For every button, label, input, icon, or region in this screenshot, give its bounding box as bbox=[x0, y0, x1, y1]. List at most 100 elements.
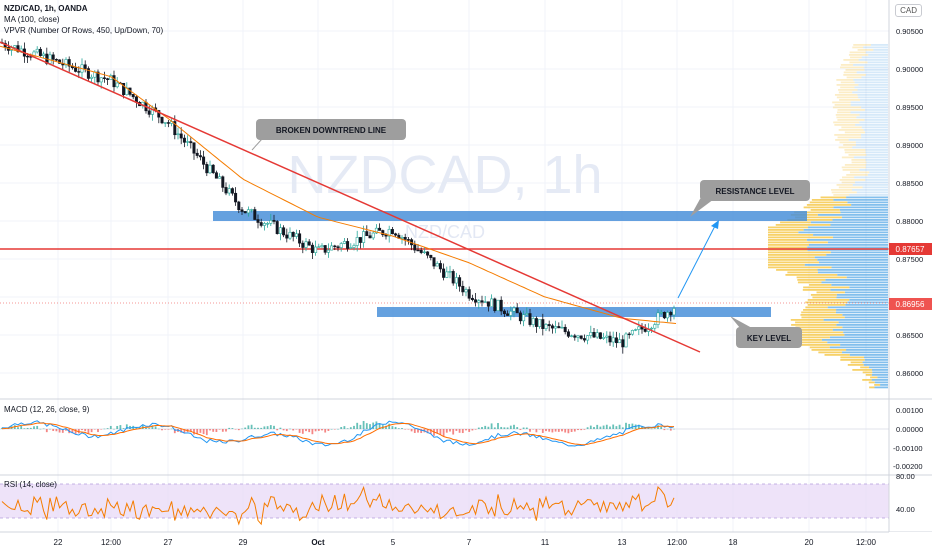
candle-body bbox=[381, 230, 385, 236]
candle-body bbox=[243, 211, 247, 214]
vp-bar-down bbox=[768, 239, 807, 241]
macd-hist-bar bbox=[333, 429, 336, 430]
rsi-axis[interactable]: 80.00 40.00 bbox=[896, 472, 915, 514]
macd-hist-bar bbox=[573, 429, 576, 432]
macd-hist-bar bbox=[157, 428, 160, 430]
macd-legend[interactable]: MACD (12, 26, close, 9) bbox=[4, 405, 90, 414]
macd-hist-bar bbox=[490, 423, 493, 429]
candle-body bbox=[445, 271, 449, 278]
candle-body bbox=[195, 152, 199, 156]
macd-hist-bar bbox=[161, 429, 163, 431]
macd-hist-bar bbox=[93, 429, 96, 430]
vp-bar-down bbox=[835, 114, 860, 116]
callout-key-level[interactable]: KEY LEVEL bbox=[730, 316, 802, 348]
candle-body bbox=[669, 312, 673, 316]
candle-body bbox=[547, 324, 551, 327]
macd-hist-bar bbox=[532, 429, 535, 430]
vp-bar-up bbox=[859, 121, 888, 124]
vp-bar-up bbox=[836, 324, 888, 326]
macd-hist-bar bbox=[378, 423, 381, 429]
candle-body bbox=[339, 243, 343, 248]
vp-bar-down bbox=[874, 384, 881, 386]
candle-body bbox=[666, 312, 670, 319]
macd-hist-bar bbox=[241, 428, 243, 430]
vp-bar-down bbox=[812, 296, 837, 299]
candle-body bbox=[621, 339, 625, 348]
macd-hist-bar bbox=[554, 429, 557, 432]
vpvr-legend[interactable]: VPVR (Number Of Rows, 450, Up/Down, 70) bbox=[4, 26, 164, 35]
candle-body bbox=[218, 176, 222, 179]
callout-broken-downtrend[interactable]: BROKEN DOWNTREND LINE bbox=[251, 119, 406, 151]
macd-hist-bar bbox=[148, 428, 151, 429]
macd-hist-bar bbox=[17, 427, 19, 429]
vp-bar-down bbox=[794, 211, 841, 214]
candle-body bbox=[406, 239, 410, 241]
vp-bar-up bbox=[852, 91, 888, 94]
vp-bar-down bbox=[810, 294, 837, 296]
vp-bar-down bbox=[797, 281, 822, 284]
vp-bar-up bbox=[861, 76, 888, 79]
vp-bar-down bbox=[794, 334, 845, 336]
candle-body bbox=[566, 331, 570, 337]
vp-bar-up bbox=[849, 194, 888, 196]
macd-axis[interactable]: 0.00100 0.00000 -0.00100 -0.00200 bbox=[893, 406, 923, 471]
candle-body bbox=[202, 156, 206, 165]
callout-resistance[interactable]: RESISTANCE LEVEL bbox=[690, 180, 810, 217]
vp-bar-up bbox=[856, 191, 888, 194]
vp-bar-up bbox=[808, 226, 888, 229]
candle-body bbox=[662, 312, 666, 319]
price-axis[interactable]: 0.90500 0.90000 0.89500 0.89000 0.88500 0.880… bbox=[896, 27, 923, 378]
candle-body bbox=[509, 310, 513, 316]
resistance-zone[interactable] bbox=[213, 211, 807, 221]
vp-bar-up bbox=[863, 46, 888, 49]
vp-bar-down bbox=[832, 101, 851, 104]
macd-hist-bar bbox=[455, 429, 458, 431]
vp-bar-down bbox=[768, 236, 833, 239]
candle-body bbox=[611, 337, 615, 343]
macd-hist-bar bbox=[183, 429, 186, 434]
vp-bar-down bbox=[843, 74, 866, 76]
macd-hist-bar bbox=[605, 424, 608, 429]
vp-bar-down bbox=[796, 344, 841, 346]
key-level-zone[interactable] bbox=[377, 307, 771, 317]
volume-profile bbox=[768, 44, 888, 389]
vp-bar-up bbox=[861, 106, 888, 109]
vp-bar-up bbox=[838, 321, 888, 324]
macd-hist-bar bbox=[506, 427, 509, 429]
macd-hist-bar bbox=[410, 429, 413, 432]
vp-bar-up bbox=[847, 301, 888, 304]
vp-bar-up bbox=[854, 81, 888, 84]
rsi-tick: 40.00 bbox=[896, 505, 915, 514]
projection-arrow[interactable] bbox=[677, 223, 717, 299]
axis-settings-corner[interactable] bbox=[889, 532, 932, 550]
macd-hist-bar bbox=[314, 429, 317, 432]
macd-hist-bar bbox=[301, 429, 304, 434]
vp-bar-up bbox=[849, 299, 888, 301]
currency-badge[interactable]: CAD bbox=[895, 4, 922, 17]
vp-bar-up bbox=[855, 144, 888, 146]
ma-legend[interactable]: MA (100, close) bbox=[4, 15, 60, 24]
candle-body bbox=[496, 299, 500, 311]
rsi-legend[interactable]: RSI (14, close) bbox=[4, 480, 57, 489]
candle-body bbox=[198, 155, 202, 158]
candle-body bbox=[378, 227, 382, 231]
vp-bar-up bbox=[877, 376, 888, 379]
vp-bar-up bbox=[852, 146, 888, 149]
vp-bar-up bbox=[837, 274, 888, 276]
time-label: 22 bbox=[54, 538, 63, 547]
price-tick: 0.86500 bbox=[896, 331, 923, 340]
downtrend-line[interactable] bbox=[0, 41, 701, 353]
vp-bar-up bbox=[861, 126, 888, 129]
candle-body bbox=[570, 335, 574, 337]
macd-hist-bar bbox=[493, 427, 496, 429]
symbol-legend[interactable]: NZD/CAD, 1h, OANDA bbox=[4, 4, 88, 13]
macd-hist-bar bbox=[119, 425, 122, 429]
candle-body bbox=[554, 326, 558, 329]
vp-bar-down bbox=[857, 49, 874, 51]
vp-bar-down bbox=[768, 246, 808, 249]
time-axis[interactable]: 22 12:00 27 29 Oct 5 7 11 13 12:00 18 20… bbox=[54, 538, 877, 547]
candle-body bbox=[250, 209, 254, 211]
vp-bar-up bbox=[866, 164, 888, 166]
